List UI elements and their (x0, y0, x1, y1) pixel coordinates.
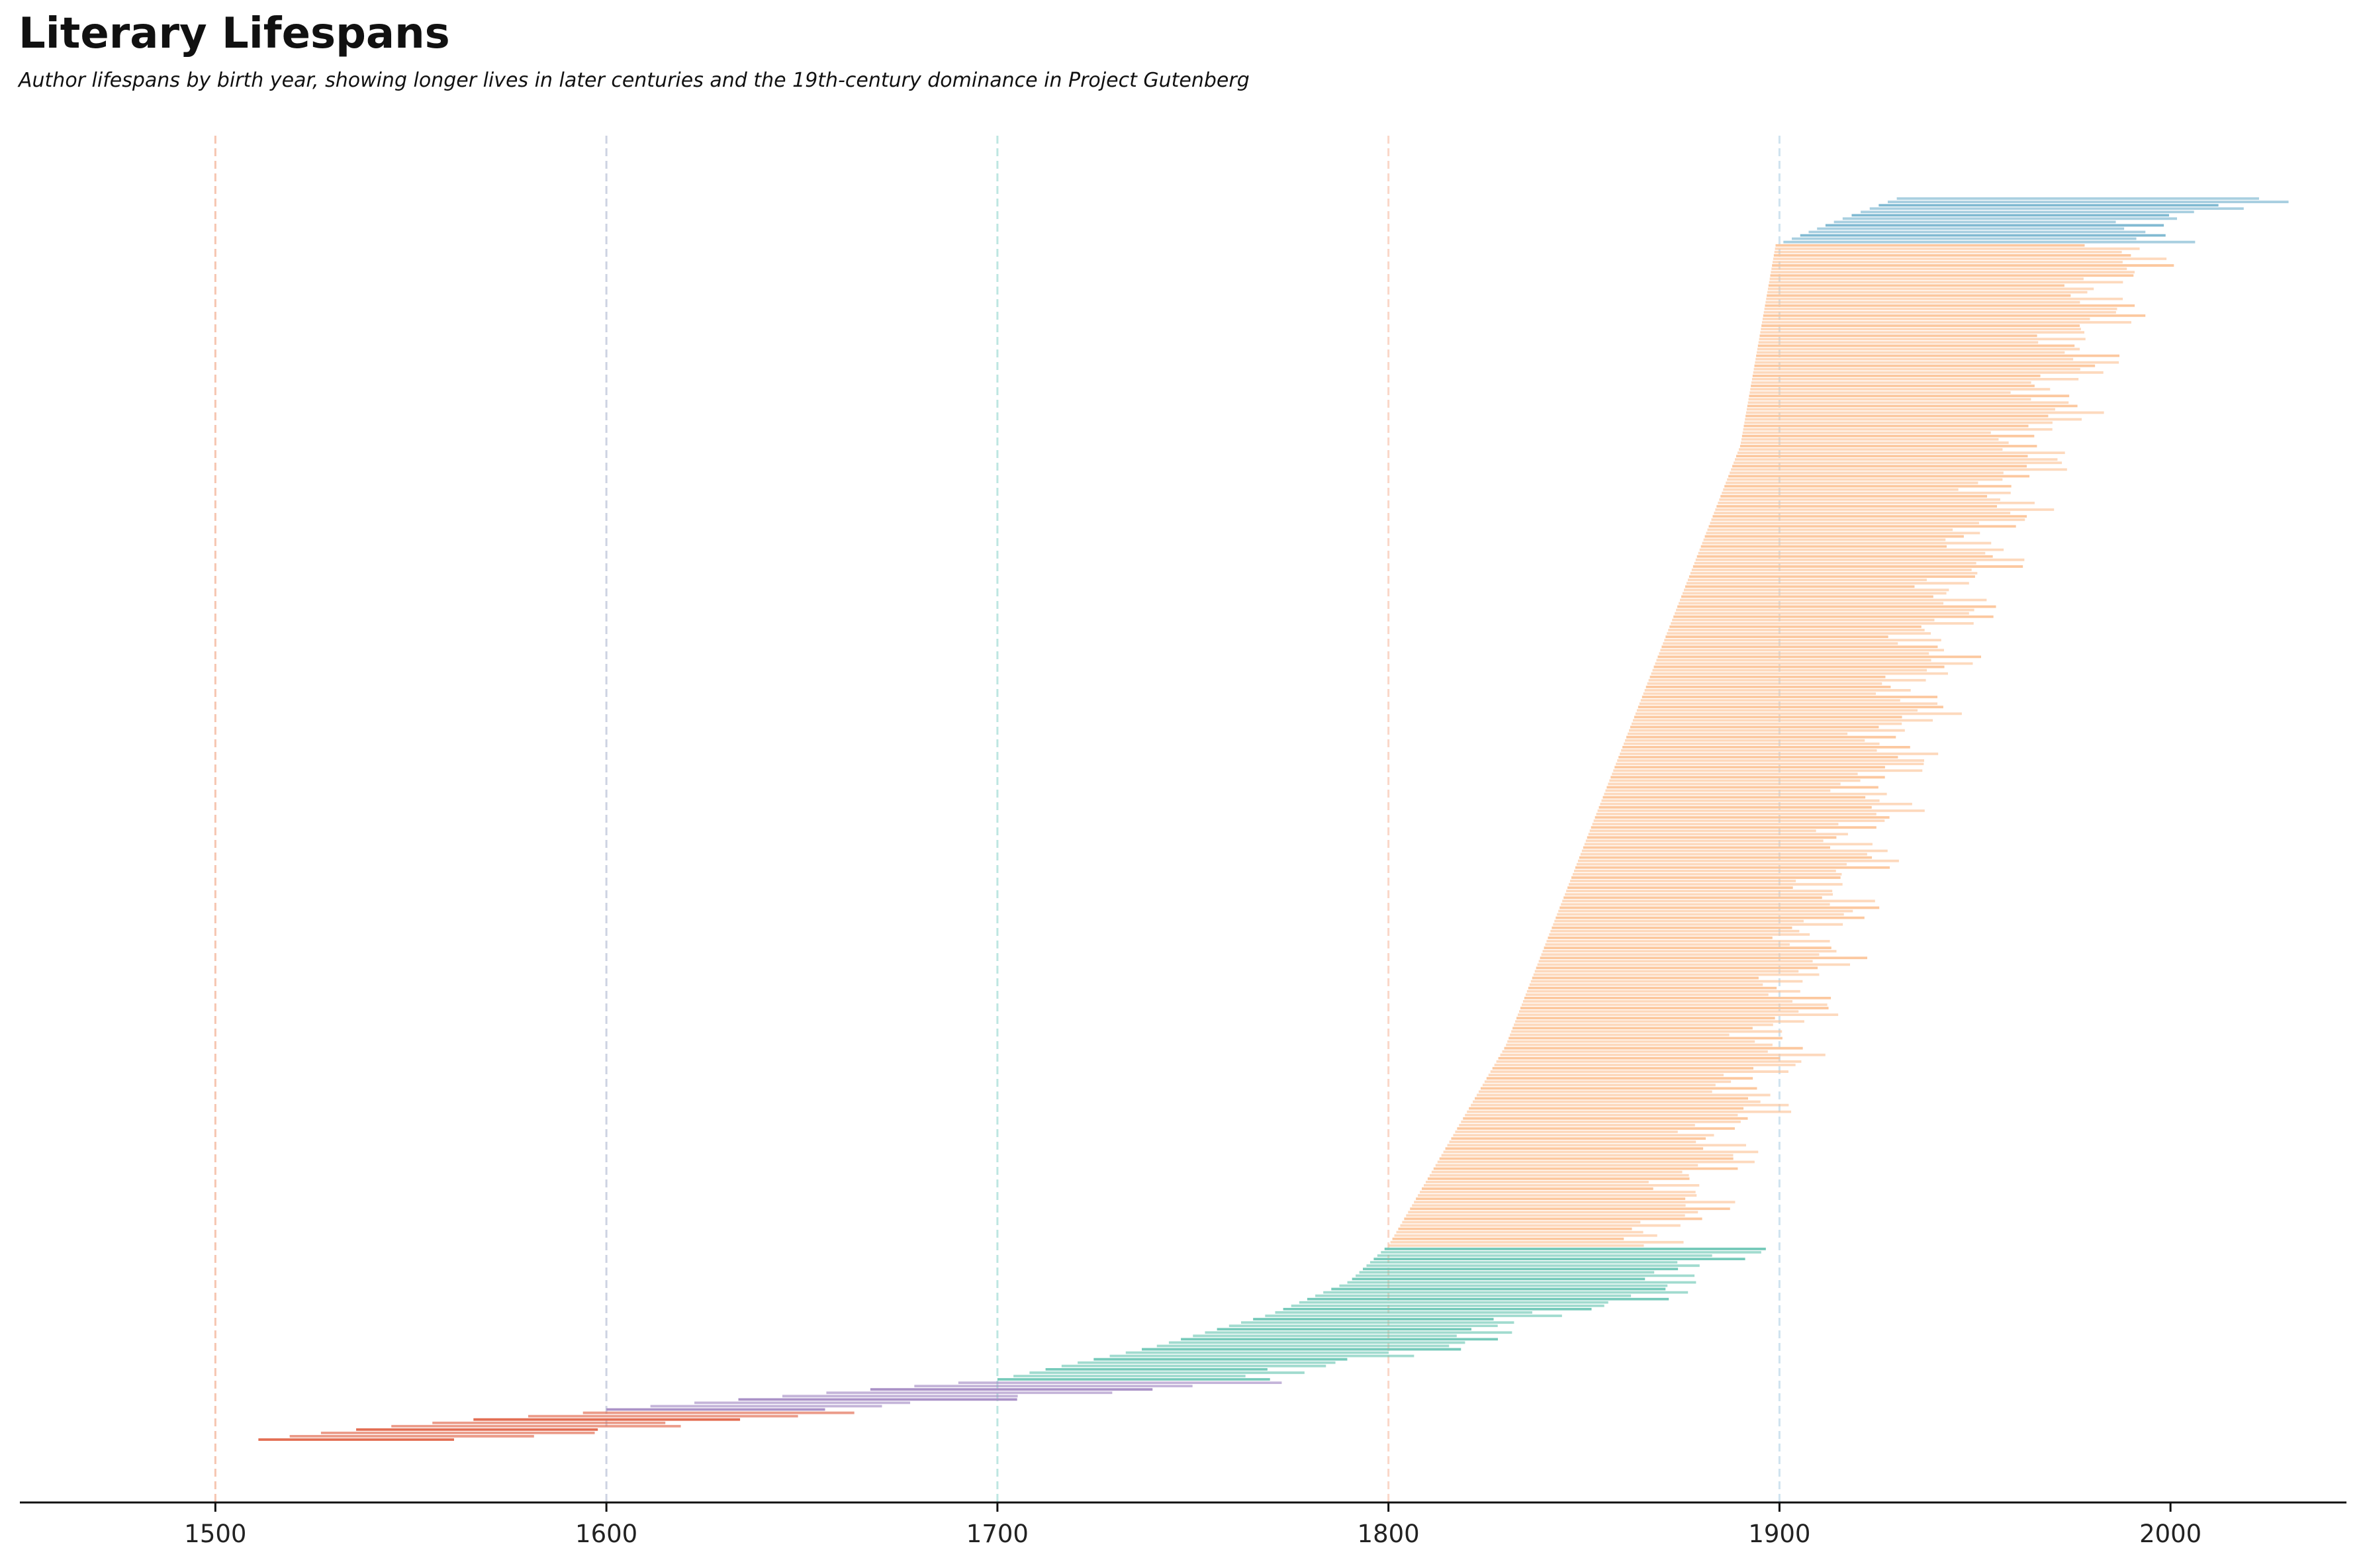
x-tick-label-1600: 1600 (575, 1520, 637, 1548)
chart-title: Literary Lifespans (19, 9, 450, 58)
century-lines (214, 136, 1781, 1502)
chart-subtitle: Author lifespans by birth year, showing … (19, 69, 1250, 92)
x-axis: 1500 1600 1700 1800 1900 2000 (184, 1502, 2201, 1548)
x-tick-label-1700: 1700 (966, 1520, 1029, 1548)
x-tick-label-1800: 1800 (1358, 1520, 1420, 1548)
x-tick-label-1900: 1900 (1748, 1520, 1810, 1548)
lifespan-bars (258, 197, 2289, 1441)
x-tick-label-2000: 2000 (2139, 1520, 2201, 1548)
x-tick-label-1500: 1500 (184, 1520, 246, 1548)
